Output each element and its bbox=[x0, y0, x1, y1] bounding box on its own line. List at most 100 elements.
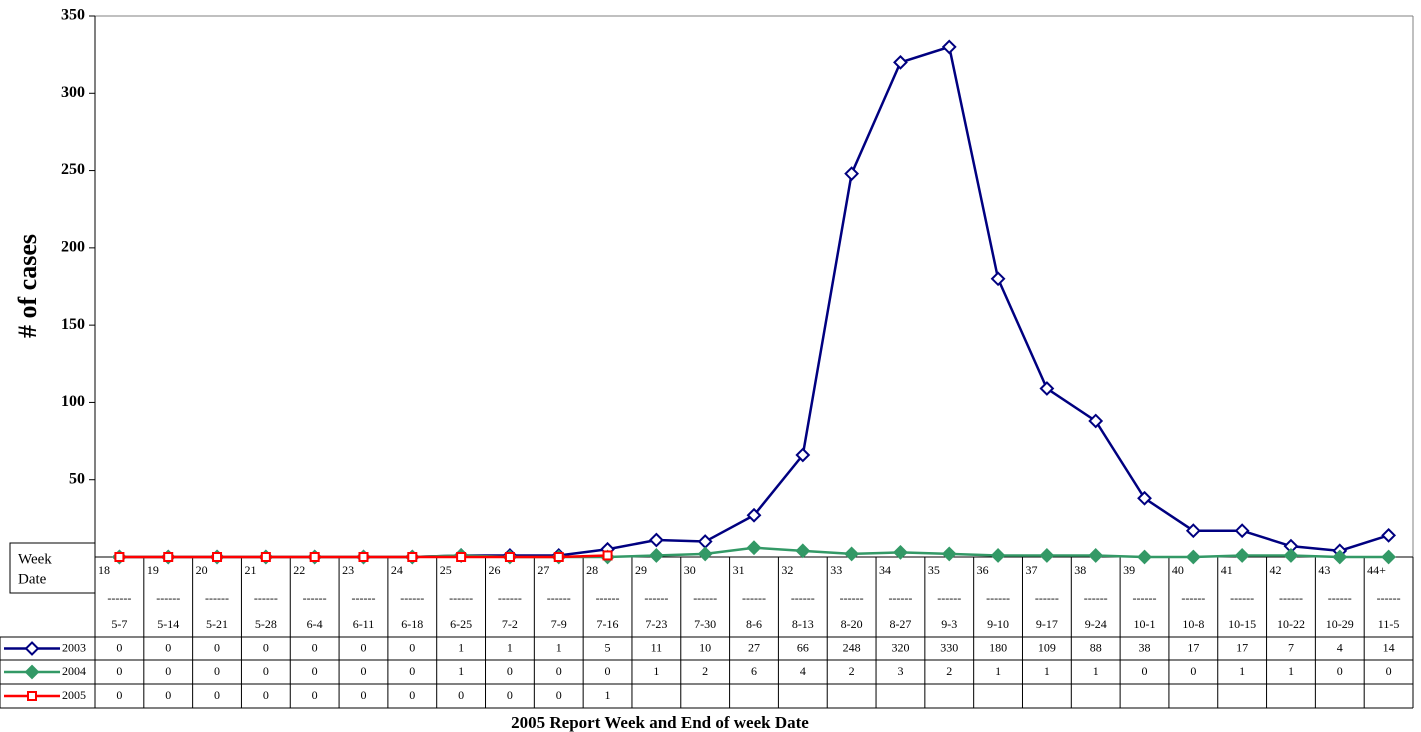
marker bbox=[1185, 523, 1201, 539]
table-value: 5 bbox=[605, 640, 611, 654]
marker bbox=[1039, 548, 1055, 563]
week-label: 22 bbox=[293, 563, 305, 577]
separator: ------ bbox=[156, 591, 180, 605]
table-header: Date bbox=[18, 571, 47, 587]
date-label: 10-8 bbox=[1182, 617, 1204, 631]
table-value: 27 bbox=[748, 640, 760, 654]
table-value: 0 bbox=[507, 664, 513, 678]
marker bbox=[407, 552, 418, 562]
table-value: 0 bbox=[214, 688, 220, 702]
marker bbox=[309, 552, 320, 562]
date-label: 11-5 bbox=[1378, 617, 1400, 631]
marker bbox=[697, 534, 713, 549]
marker bbox=[27, 691, 37, 701]
date-label: 5-28 bbox=[255, 617, 277, 631]
separator: ------ bbox=[303, 591, 327, 605]
table-value: 1 bbox=[995, 664, 1001, 678]
table-value: 2 bbox=[849, 664, 855, 678]
date-label: 7-30 bbox=[694, 617, 716, 631]
marker bbox=[1137, 549, 1152, 565]
date-label: 10-22 bbox=[1277, 617, 1305, 631]
date-label: 9-3 bbox=[941, 617, 957, 631]
separator: ------ bbox=[888, 591, 912, 605]
separator: ------ bbox=[1181, 591, 1205, 605]
marker bbox=[746, 507, 762, 523]
table-value: 1 bbox=[1044, 664, 1050, 678]
table-value: 0 bbox=[312, 688, 318, 702]
marker bbox=[1088, 413, 1104, 429]
week-label: 25 bbox=[440, 563, 452, 577]
y-tick-label: 250 bbox=[61, 161, 85, 178]
table-value: 0 bbox=[116, 640, 122, 654]
table-value: 0 bbox=[263, 664, 269, 678]
table-value: 0 bbox=[116, 664, 122, 678]
separator: ------ bbox=[498, 591, 522, 605]
marker bbox=[1332, 549, 1348, 565]
table-value: 1 bbox=[458, 664, 464, 678]
table-value: 1 bbox=[507, 640, 513, 654]
marker bbox=[844, 546, 860, 562]
week-label: 40 bbox=[1172, 563, 1184, 577]
marker bbox=[114, 552, 125, 562]
table-value: 248 bbox=[843, 640, 861, 654]
table-value: 0 bbox=[214, 664, 220, 678]
week-label: 38 bbox=[1074, 563, 1086, 577]
table-value: 0 bbox=[1386, 664, 1392, 678]
table-value: 0 bbox=[312, 664, 318, 678]
separator: ------ bbox=[1328, 591, 1352, 605]
date-label: 10-15 bbox=[1228, 617, 1256, 631]
week-label: 26 bbox=[489, 563, 501, 577]
table-value: 320 bbox=[891, 640, 909, 654]
separator: ------ bbox=[107, 591, 131, 605]
legend-label: 2003 bbox=[62, 640, 86, 654]
table-value: 0 bbox=[263, 688, 269, 702]
marker bbox=[260, 552, 271, 562]
separator: ------ bbox=[693, 591, 717, 605]
date-label: 8-6 bbox=[746, 617, 762, 631]
table-value: 4 bbox=[1337, 640, 1343, 654]
week-label: 27 bbox=[537, 563, 549, 577]
table-value: 0 bbox=[165, 688, 171, 702]
table-value: 0 bbox=[360, 688, 366, 702]
date-label: 5-7 bbox=[111, 617, 127, 631]
date-label: 7-23 bbox=[645, 617, 667, 631]
y-tick-label: 350 bbox=[61, 7, 85, 24]
table-value: 10 bbox=[699, 640, 711, 654]
week-label: 39 bbox=[1123, 563, 1135, 577]
marker bbox=[602, 550, 613, 561]
week-label: 31 bbox=[733, 563, 745, 577]
week-label: 41 bbox=[1221, 563, 1233, 577]
table-value: 0 bbox=[507, 688, 513, 702]
table-value: 0 bbox=[360, 664, 366, 678]
separator: ------ bbox=[1084, 591, 1108, 605]
marker bbox=[24, 641, 40, 656]
week-label: 20 bbox=[196, 563, 208, 577]
week-label: 36 bbox=[977, 563, 989, 577]
separator: ------ bbox=[1279, 591, 1303, 605]
table-value: 1 bbox=[1288, 664, 1294, 678]
table-header: Week bbox=[18, 551, 52, 567]
date-label: 5-14 bbox=[157, 617, 179, 631]
date-label: 6-25 bbox=[450, 617, 472, 631]
week-label: 24 bbox=[391, 563, 403, 577]
y-axis-title: # of cases bbox=[13, 234, 42, 338]
table-value: 0 bbox=[116, 688, 122, 702]
date-label: 8-20 bbox=[841, 617, 863, 631]
marker bbox=[1283, 548, 1299, 563]
marker bbox=[893, 54, 908, 70]
separator: ------ bbox=[205, 591, 229, 605]
date-label: 9-17 bbox=[1036, 617, 1058, 631]
date-label: 6-4 bbox=[307, 617, 323, 631]
table-value: 3 bbox=[897, 664, 903, 678]
table-value: 1 bbox=[1093, 664, 1099, 678]
table-value: 0 bbox=[165, 664, 171, 678]
marker bbox=[1137, 490, 1152, 506]
y-tick-label: 150 bbox=[61, 316, 85, 333]
table-value: 0 bbox=[1142, 664, 1148, 678]
table-value: 1 bbox=[458, 640, 464, 654]
marker bbox=[358, 552, 369, 562]
date-label: 5-21 bbox=[206, 617, 228, 631]
series-line bbox=[119, 45, 1389, 559]
table-value: 1 bbox=[556, 640, 562, 654]
